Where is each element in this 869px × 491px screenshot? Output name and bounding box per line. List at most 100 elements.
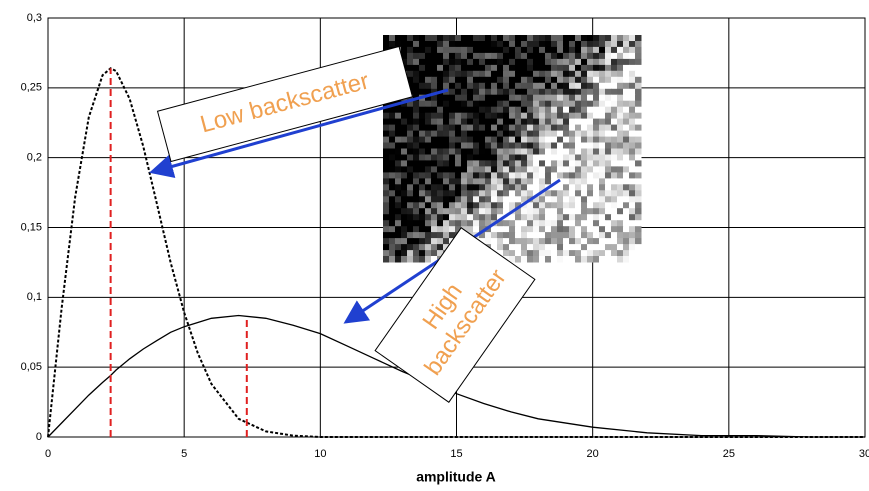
- pixel: [575, 107, 582, 114]
- pixel: [599, 214, 606, 221]
- pixel: [431, 184, 438, 191]
- pixel: [575, 137, 582, 144]
- pixel: [563, 190, 570, 197]
- pixel: [605, 59, 612, 66]
- pixel: [599, 250, 606, 257]
- pixel: [467, 208, 474, 215]
- pixel: [527, 214, 534, 221]
- pixel: [527, 47, 534, 54]
- pixel: [635, 125, 642, 132]
- pixel: [509, 65, 516, 72]
- pixel: [449, 220, 456, 227]
- pixel: [623, 190, 630, 197]
- pixel: [557, 196, 564, 203]
- pixel: [605, 137, 612, 144]
- x-tick-label: 5: [181, 448, 187, 460]
- pixel: [413, 107, 420, 114]
- pixel: [569, 190, 576, 197]
- pixel: [413, 101, 420, 108]
- pixel: [491, 71, 498, 78]
- pixel: [395, 208, 402, 215]
- pixel: [515, 196, 522, 203]
- pixel: [551, 160, 558, 167]
- pixel: [449, 107, 456, 114]
- pixel: [395, 160, 402, 167]
- pixel: [419, 65, 426, 72]
- pixel: [533, 226, 540, 233]
- pixel: [443, 238, 450, 245]
- pixel: [485, 95, 492, 102]
- pixel: [575, 155, 582, 162]
- pixel: [533, 155, 540, 162]
- pixel: [623, 149, 630, 156]
- pixel: [509, 41, 516, 48]
- pixel: [509, 149, 516, 156]
- pixel: [605, 196, 612, 203]
- pixel: [629, 47, 636, 54]
- pixel: [467, 59, 474, 66]
- pixel: [485, 149, 492, 156]
- pixel: [569, 113, 576, 120]
- pixel: [545, 41, 552, 48]
- pixel: [527, 83, 534, 90]
- pixel: [593, 202, 600, 209]
- pixel: [635, 53, 642, 60]
- pixel: [623, 220, 630, 227]
- pixel: [455, 143, 462, 150]
- pixel: [635, 232, 642, 239]
- pixel: [425, 131, 432, 138]
- pixel: [569, 149, 576, 156]
- pixel: [485, 71, 492, 78]
- pixel: [563, 41, 570, 48]
- pixel: [599, 47, 606, 54]
- pixel: [497, 77, 504, 84]
- pixel: [515, 172, 522, 179]
- pixel: [629, 172, 636, 179]
- pixel: [467, 172, 474, 179]
- pixel: [425, 77, 432, 84]
- pixel: [635, 65, 642, 72]
- pixel: [503, 131, 510, 138]
- pixel: [551, 59, 558, 66]
- pixel: [563, 143, 570, 150]
- pixel: [575, 238, 582, 245]
- pixel: [557, 53, 564, 60]
- pixel: [599, 131, 606, 138]
- pixel: [419, 238, 426, 245]
- pixel: [629, 107, 636, 114]
- pixel: [515, 101, 522, 108]
- pixel: [563, 71, 570, 78]
- pixel: [623, 59, 630, 66]
- pixel: [479, 95, 486, 102]
- pixel: [503, 178, 510, 185]
- pixel: [623, 71, 630, 78]
- pixel: [437, 47, 444, 54]
- pixel: [401, 149, 408, 156]
- pixel: [497, 232, 504, 239]
- pixel: [401, 208, 408, 215]
- pixel: [467, 220, 474, 227]
- pixel: [479, 143, 486, 150]
- pixel: [521, 238, 528, 245]
- y-tick-label: 0: [36, 431, 42, 443]
- pixel: [575, 149, 582, 156]
- pixel: [551, 190, 558, 197]
- pixel: [545, 250, 552, 257]
- pixel: [443, 101, 450, 108]
- pixel: [401, 238, 408, 245]
- pixel: [419, 53, 426, 60]
- pixel: [635, 137, 642, 144]
- pixel: [461, 143, 468, 150]
- pixel: [455, 178, 462, 185]
- pixel: [383, 196, 390, 203]
- pixel: [473, 226, 480, 233]
- pixel: [419, 149, 426, 156]
- pixel: [479, 190, 486, 197]
- pixel: [449, 59, 456, 66]
- pixel: [635, 95, 642, 102]
- pixel: [569, 232, 576, 239]
- pixel: [551, 172, 558, 179]
- pixel: [557, 226, 564, 233]
- pixel: [605, 244, 612, 251]
- pixel: [491, 83, 498, 90]
